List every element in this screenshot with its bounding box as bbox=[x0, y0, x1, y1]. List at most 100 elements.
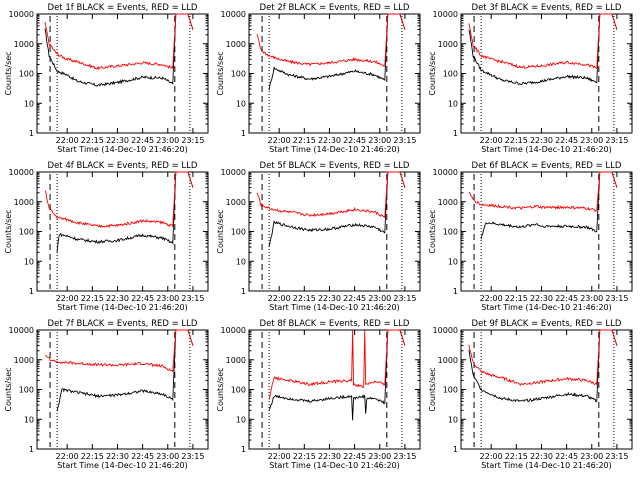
x-tick-label: 23:00 bbox=[580, 452, 603, 461]
chart-title: Det 2f BLACK = Events, RED = LLD bbox=[260, 3, 410, 13]
y-tick-label: 10 bbox=[448, 257, 458, 266]
y-axis-label: Counts/sec bbox=[428, 209, 437, 253]
x-tick-label: 23:15 bbox=[393, 136, 416, 145]
x-tick-label: 23:15 bbox=[181, 136, 204, 145]
x-tick-label: 22:15 bbox=[505, 452, 528, 461]
chart-title: Det 6f BLACK = Events, RED = LLD bbox=[472, 161, 622, 171]
x-tick-label: 22:15 bbox=[293, 136, 316, 145]
x-tick-label: 22:45 bbox=[131, 294, 154, 303]
x-tick-label: 22:00 bbox=[268, 452, 291, 461]
x-tick-label: 23:00 bbox=[368, 136, 391, 145]
series-line-lld bbox=[256, 171, 406, 219]
chart-title: Det 9f BLACK = Events, RED = LLD bbox=[472, 319, 622, 329]
chart-panel-5: Det 5f BLACK = Events, RED = LLD 1 10 100 10… bbox=[216, 161, 421, 312]
series-line-events bbox=[268, 13, 406, 91]
x-tick-label: 22:00 bbox=[56, 452, 79, 461]
series-line-lld bbox=[468, 13, 618, 70]
chart-title: Det 5f BLACK = Events, RED = LLD bbox=[260, 161, 410, 171]
y-axis-label: Counts/sec bbox=[4, 51, 13, 95]
x-tick-label: 22:15 bbox=[505, 136, 528, 145]
x-tick-label: 23:00 bbox=[580, 294, 603, 303]
plot-frame bbox=[460, 13, 633, 134]
y-tick-label: 100 bbox=[19, 386, 34, 395]
x-tick-label: 23:00 bbox=[368, 294, 391, 303]
x-tick-label: 22:00 bbox=[480, 452, 503, 461]
chart-panel-3: Det 3f BLACK = Events, RED = LLD 1 10 100 10… bbox=[428, 3, 633, 154]
series-line-lld bbox=[268, 329, 406, 400]
x-tick-label: 23:15 bbox=[605, 452, 628, 461]
x-tick-label: 22:30 bbox=[106, 294, 129, 303]
series-line-events bbox=[468, 13, 618, 86]
series-line-events bbox=[268, 329, 406, 421]
y-tick-label: 1 bbox=[453, 287, 458, 296]
y-axis-label: Counts/sec bbox=[216, 51, 225, 95]
x-tick-label: 22:45 bbox=[555, 452, 578, 461]
y-tick-label: 1000 bbox=[226, 40, 246, 49]
x-tick-label: 22:45 bbox=[131, 452, 154, 461]
x-tick-label: 22:45 bbox=[555, 136, 578, 145]
chart-title: Det 3f BLACK = Events, RED = LLD bbox=[472, 3, 622, 13]
y-tick-label: 1 bbox=[241, 445, 246, 454]
series-line-lld bbox=[468, 171, 618, 213]
y-tick-label: 1 bbox=[241, 129, 246, 138]
y-tick-label: 10000 bbox=[221, 168, 246, 177]
x-axis-label: Start Time (14-Dec-10 21:46:20) bbox=[269, 303, 400, 312]
x-tick-label: 22:15 bbox=[505, 294, 528, 303]
x-tick-label: 23:15 bbox=[393, 294, 416, 303]
x-axis-label: Start Time (14-Dec-10 21:46:20) bbox=[481, 145, 612, 154]
y-axis-label: Counts/sec bbox=[216, 209, 225, 253]
x-tick-label: 23:15 bbox=[605, 294, 628, 303]
series-line-lld bbox=[256, 13, 406, 67]
y-tick-label: 1000 bbox=[438, 198, 458, 207]
x-tick-label: 23:00 bbox=[368, 452, 391, 461]
x-tick-label: 22:15 bbox=[81, 136, 104, 145]
y-tick-label: 10 bbox=[24, 415, 34, 424]
y-tick-label: 100 bbox=[231, 386, 246, 395]
y-tick-label: 10 bbox=[236, 415, 246, 424]
x-axis-label: Start Time (14-Dec-10 21:46:20) bbox=[269, 461, 400, 470]
y-tick-label: 10 bbox=[236, 99, 246, 108]
y-tick-label: 100 bbox=[19, 70, 34, 79]
plot-frame bbox=[460, 171, 633, 292]
y-tick-label: 10 bbox=[24, 99, 34, 108]
x-tick-label: 23:15 bbox=[181, 294, 204, 303]
x-tick-label: 22:00 bbox=[56, 294, 79, 303]
x-tick-label: 22:30 bbox=[530, 294, 553, 303]
x-tick-label: 23:00 bbox=[156, 136, 179, 145]
x-tick-label: 22:45 bbox=[131, 136, 154, 145]
series-line-events bbox=[44, 13, 194, 87]
chart-title: Det 4f BLACK = Events, RED = LLD bbox=[48, 161, 198, 171]
plot-frame bbox=[460, 329, 633, 450]
chart-title: Det 8f BLACK = Events, RED = LLD bbox=[260, 319, 410, 329]
y-tick-label: 1 bbox=[453, 129, 458, 138]
y-tick-label: 10000 bbox=[221, 326, 246, 335]
y-tick-label: 100 bbox=[443, 228, 458, 237]
x-tick-label: 22:00 bbox=[480, 294, 503, 303]
x-tick-label: 22:45 bbox=[555, 294, 578, 303]
y-axis-label: Counts/sec bbox=[428, 367, 437, 411]
x-tick-label: 22:15 bbox=[293, 452, 316, 461]
series-line-lld bbox=[44, 13, 194, 71]
y-axis-label: Counts/sec bbox=[4, 367, 13, 411]
y-tick-label: 10000 bbox=[433, 168, 458, 177]
x-tick-label: 22:15 bbox=[81, 294, 104, 303]
x-tick-label: 22:00 bbox=[268, 294, 291, 303]
y-tick-label: 1 bbox=[453, 445, 458, 454]
y-axis-label: Counts/sec bbox=[428, 51, 437, 95]
x-tick-label: 22:30 bbox=[106, 452, 129, 461]
chart-title: Det 1f BLACK = Events, RED = LLD bbox=[48, 3, 198, 13]
series-line-lld bbox=[468, 329, 618, 386]
series-line-events bbox=[56, 171, 194, 253]
x-tick-label: 22:30 bbox=[106, 136, 129, 145]
y-tick-label: 10000 bbox=[9, 326, 34, 335]
x-axis-label: Start Time (14-Dec-10 21:46:20) bbox=[57, 145, 188, 154]
y-tick-label: 100 bbox=[443, 70, 458, 79]
x-tick-label: 22:00 bbox=[480, 136, 503, 145]
y-tick-label: 100 bbox=[19, 228, 34, 237]
plot-frame bbox=[36, 329, 209, 450]
x-tick-label: 22:30 bbox=[530, 136, 553, 145]
y-tick-label: 1000 bbox=[14, 198, 34, 207]
chart-panel-2: Det 2f BLACK = Events, RED = LLD 1 10 100 10… bbox=[216, 3, 421, 154]
x-axis-label: Start Time (14-Dec-10 21:46:20) bbox=[57, 303, 188, 312]
y-tick-label: 10 bbox=[448, 99, 458, 108]
